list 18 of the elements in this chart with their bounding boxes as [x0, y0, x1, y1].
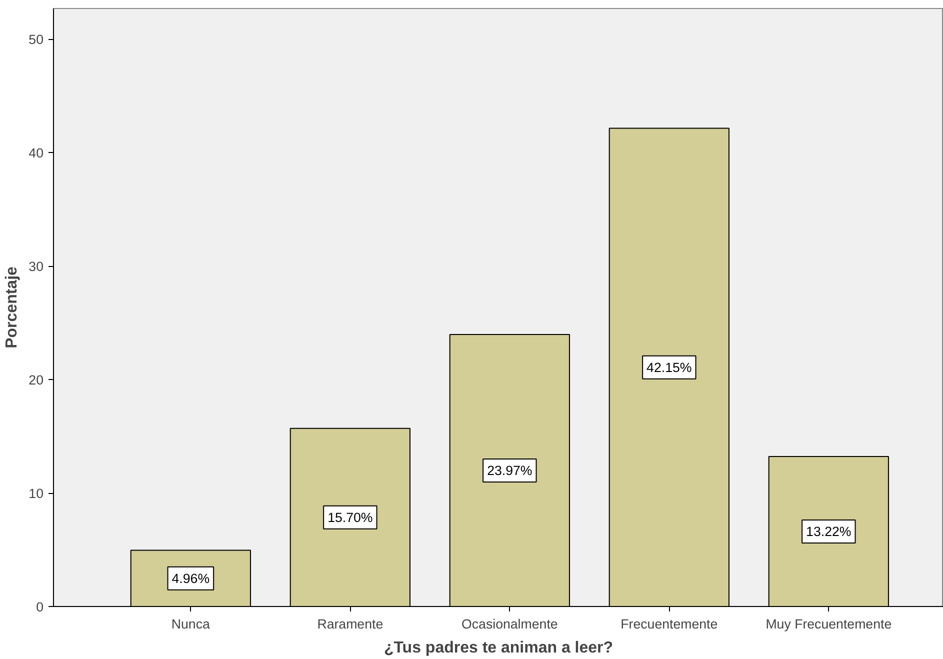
data-label: 4.96%	[172, 570, 210, 586]
data-label: 23.97%	[487, 463, 532, 478]
data-label: 42.15%	[646, 360, 692, 375]
data-label: 15.70%	[328, 510, 373, 525]
x-axis-title: ¿Tus padres te animan a leer?	[384, 640, 614, 656]
x-tick-label: Muy Frecuentemente	[766, 616, 892, 632]
y-tick-label: 0	[36, 600, 44, 614]
y-tick-label: 40	[28, 146, 44, 161]
y-tick-label: 10	[28, 486, 44, 502]
data-label: 13.22%	[806, 524, 852, 539]
x-tick-label: Raramente	[317, 616, 384, 632]
x-tick-label: Ocasionalmente	[462, 616, 558, 632]
y-tick-label: 50	[28, 32, 44, 48]
y-tick-label: 20	[28, 372, 44, 388]
x-tick-label: Nunca	[171, 616, 211, 632]
y-tick-label: 30	[28, 259, 44, 274]
y-axis-title: Porcentaje	[4, 266, 21, 348]
x-tick-label: Frecuentemente	[620, 616, 718, 632]
